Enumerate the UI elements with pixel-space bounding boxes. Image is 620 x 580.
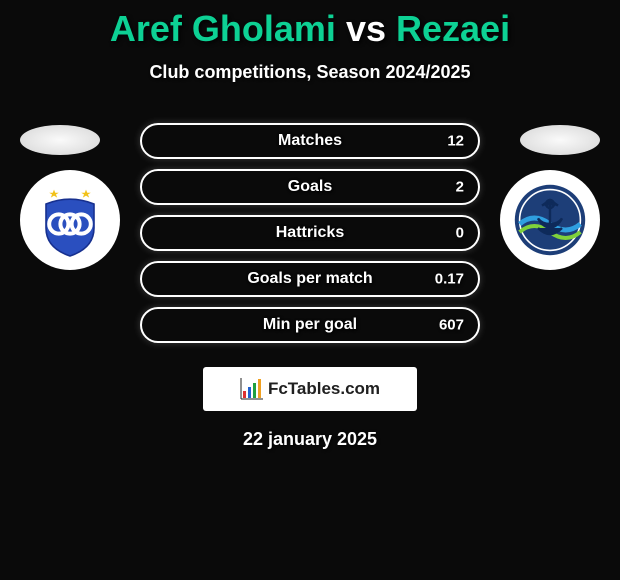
stat-row-matches: Matches 12 [140,123,480,159]
stat-right-value: 12 [447,133,464,150]
player2-silhouette [520,125,600,155]
player1-club-crest [20,170,120,270]
player1-name: Aref Gholami [110,8,336,49]
stat-right-value: 0.17 [435,271,464,288]
watermark: FcTables.com [203,367,417,411]
stat-row-goals: Goals 2 [140,169,480,205]
stat-row-goals-per-match: Goals per match 0.17 [140,261,480,297]
crest-esteghlal-icon [30,180,110,260]
comparison-card: Aref Gholami vs Rezaei Club competitions… [0,0,620,580]
stat-label: Goals per match [247,270,372,288]
stat-right-value: 2 [456,179,464,196]
player1-silhouette [20,125,100,155]
stat-label: Hattricks [276,224,344,242]
stat-row-hattricks: Hattricks 0 [140,215,480,251]
barchart-icon [240,377,264,401]
player2-name: Rezaei [396,8,510,49]
stat-right-value: 607 [439,317,464,334]
vs-text: vs [346,8,386,49]
watermark-text: FcTables.com [268,379,380,399]
stat-right-value: 0 [456,225,464,242]
subtitle: Club competitions, Season 2024/2025 [0,62,620,83]
stat-label: Goals [288,178,332,196]
stat-row-min-per-goal: Min per goal 607 [140,307,480,343]
stat-label: Min per goal [263,316,357,334]
crest-malavan-icon [510,180,590,260]
stat-label: Matches [278,132,342,150]
date-text: 22 january 2025 [0,429,620,450]
page-title: Aref Gholami vs Rezaei [0,0,620,50]
player2-club-crest [500,170,600,270]
